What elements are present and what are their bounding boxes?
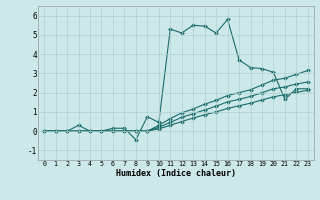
X-axis label: Humidex (Indice chaleur): Humidex (Indice chaleur) — [116, 169, 236, 178]
